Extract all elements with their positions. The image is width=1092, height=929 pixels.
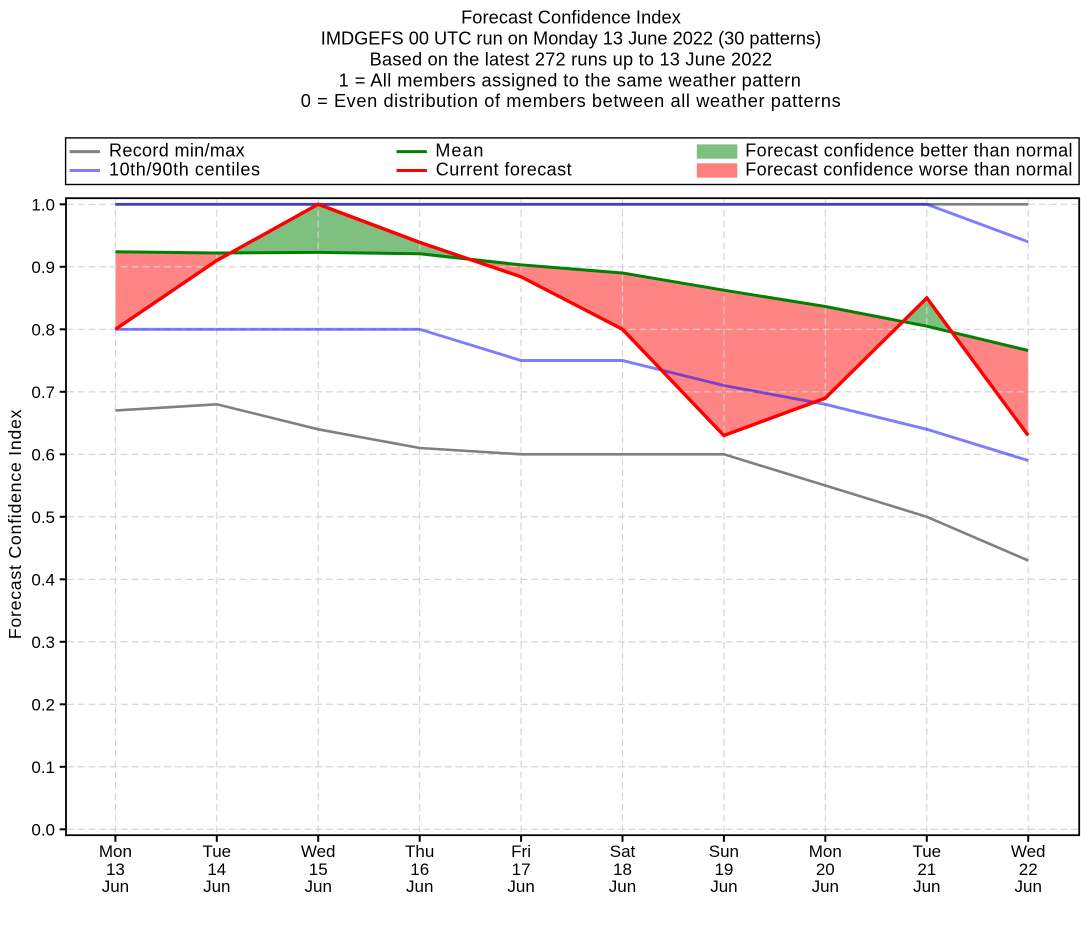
svg-text:Jun: Jun <box>102 877 129 896</box>
svg-text:1.0: 1.0 <box>31 196 55 215</box>
svg-text:Jun: Jun <box>913 877 940 896</box>
svg-text:Sun: Sun <box>709 842 739 861</box>
svg-text:Sat: Sat <box>610 842 636 861</box>
svg-text:22: 22 <box>1019 860 1038 879</box>
svg-text:18: 18 <box>613 860 632 879</box>
svg-text:Jun: Jun <box>609 877 636 896</box>
svg-text:0.0: 0.0 <box>31 821 55 840</box>
svg-text:20: 20 <box>816 860 835 879</box>
svg-text:IMDGEFS 00 UTC run on Monday 1: IMDGEFS 00 UTC run on Monday 13 June 202… <box>321 29 821 49</box>
svg-text:19: 19 <box>714 860 733 879</box>
svg-text:Tue: Tue <box>202 842 231 861</box>
svg-text:0 = Even distribution of membe: 0 = Even distribution of members between… <box>301 91 842 111</box>
svg-text:Fri: Fri <box>511 842 531 861</box>
svg-text:14: 14 <box>207 860 226 879</box>
svg-text:0.2: 0.2 <box>31 696 55 715</box>
svg-text:Jun: Jun <box>203 877 230 896</box>
svg-text:15: 15 <box>309 860 328 879</box>
svg-text:Current forecast: Current forecast <box>436 159 572 179</box>
svg-text:Mean: Mean <box>435 141 484 161</box>
svg-text:0.3: 0.3 <box>31 633 55 652</box>
svg-text:13: 13 <box>106 860 125 879</box>
svg-text:21: 21 <box>917 860 936 879</box>
svg-text:0.8: 0.8 <box>31 321 55 340</box>
svg-text:Forecast confidence worse than: Forecast confidence worse than normal <box>745 159 1072 179</box>
svg-text:10th/90th centiles: 10th/90th centiles <box>109 159 261 179</box>
svg-text:Tue: Tue <box>912 842 941 861</box>
svg-text:Jun: Jun <box>304 877 331 896</box>
svg-text:Jun: Jun <box>507 877 534 896</box>
svg-text:Wed: Wed <box>301 842 336 861</box>
svg-text:Jun: Jun <box>812 877 839 896</box>
svg-text:Wed: Wed <box>1011 842 1046 861</box>
svg-text:0.5: 0.5 <box>31 508 55 527</box>
svg-text:Mon: Mon <box>99 842 132 861</box>
svg-text:Based on the latest 272 runs u: Based on the latest 272 runs up to 13 Ju… <box>370 49 773 69</box>
svg-text:Forecast Confidence Index: Forecast Confidence Index <box>5 409 25 640</box>
svg-text:0.9: 0.9 <box>31 258 55 277</box>
svg-text:16: 16 <box>410 860 429 879</box>
svg-text:17: 17 <box>512 860 531 879</box>
svg-text:Forecast Confidence Index: Forecast Confidence Index <box>461 8 681 28</box>
svg-text:Jun: Jun <box>710 877 737 896</box>
svg-text:0.6: 0.6 <box>31 446 55 465</box>
svg-text:Record min/max: Record min/max <box>109 141 245 161</box>
svg-text:Jun: Jun <box>406 877 433 896</box>
svg-text:Mon: Mon <box>809 842 842 861</box>
svg-text:0.4: 0.4 <box>31 571 55 590</box>
svg-text:Forecast confidence better tha: Forecast confidence better than normal <box>745 141 1073 161</box>
svg-text:Thu: Thu <box>405 842 434 861</box>
svg-text:Jun: Jun <box>1014 877 1041 896</box>
svg-text:0.7: 0.7 <box>31 383 55 402</box>
svg-text:1 = All members assigned to th: 1 = All members assigned to the same wea… <box>339 70 802 90</box>
svg-text:0.1: 0.1 <box>31 758 55 777</box>
